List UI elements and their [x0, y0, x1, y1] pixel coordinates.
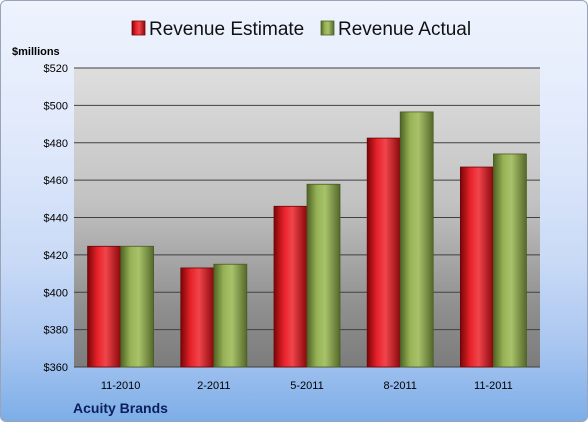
company-label: Acuity Brands [73, 400, 168, 416]
bar-estimate-2-2011 [180, 267, 215, 368]
y-tick-label: $500 [44, 100, 68, 112]
y-tick-label: $460 [44, 175, 68, 187]
bar-actual-11-2011 [492, 153, 527, 368]
bar-estimate-11-2011 [459, 166, 494, 368]
x-tick-label: 11-2011 [474, 380, 513, 392]
x-axis: 11-2010 2-2011 5-2011 8-2011 11-2011 [101, 380, 513, 392]
y-tick-label: $520 [44, 63, 68, 75]
y-tick-label: $480 [44, 138, 68, 150]
y-tick-label: $400 [44, 287, 68, 299]
bar-estimate-11-2010 [87, 245, 121, 368]
legend-swatch-actual [320, 20, 335, 36]
x-tick-label: 5-2011 [290, 380, 323, 392]
bar-estimate-5-2011 [273, 205, 308, 368]
bar-estimate-8-2011 [366, 137, 401, 368]
legend: Revenue Estimate Revenue Actual [131, 19, 471, 40]
y-axis-unit-label: $millions [12, 46, 60, 58]
x-tick-label: 11-2010 [101, 380, 141, 392]
y-axis: $360 $380 $400 $420 $440 $460 $480 $500 $520 [44, 63, 68, 374]
y-tick-label: $420 [44, 250, 68, 262]
legend-label-estimate: Revenue Estimate [149, 19, 304, 40]
x-tick-label: 8-2011 [383, 380, 416, 392]
bar-actual-2-2011 [213, 263, 248, 368]
bars [87, 111, 527, 368]
y-tick-label: $440 [44, 213, 68, 225]
y-tick-label: $380 [44, 325, 68, 337]
y-tick-label: $360 [44, 362, 68, 374]
bar-actual-5-2011 [306, 183, 341, 368]
bar-actual-8-2011 [399, 111, 434, 368]
x-tick-label: 2-2011 [197, 380, 230, 392]
legend-swatch-estimate [131, 20, 146, 36]
legend-label-actual: Revenue Actual [338, 19, 471, 40]
bar-actual-11-2010 [120, 245, 154, 368]
